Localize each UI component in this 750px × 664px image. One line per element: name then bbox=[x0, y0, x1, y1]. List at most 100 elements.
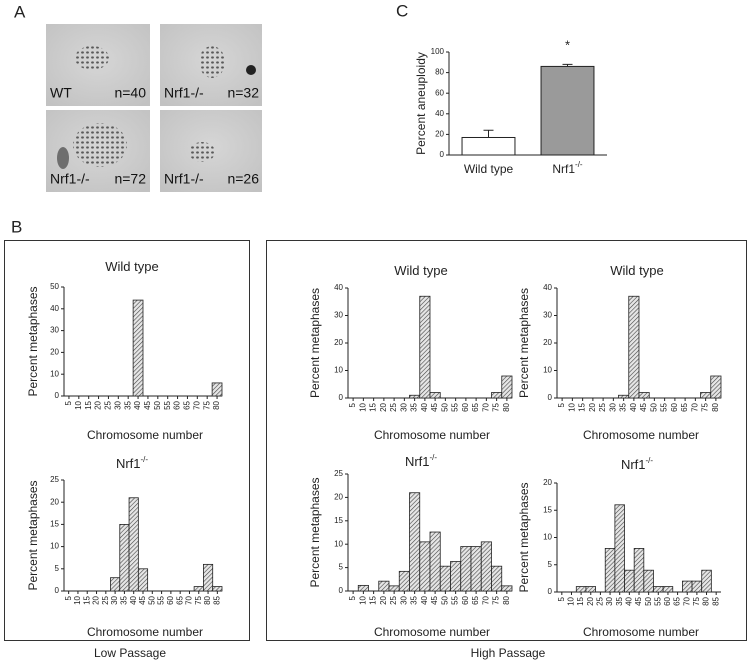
chromosome-spread bbox=[199, 46, 225, 78]
y-tick-label: 40 bbox=[334, 283, 343, 292]
bar bbox=[501, 585, 513, 592]
bar bbox=[691, 580, 703, 593]
panel-frame bbox=[266, 240, 747, 641]
x-tick-label: 50 bbox=[440, 595, 449, 604]
y-tick-label: 40 bbox=[50, 304, 59, 313]
bar bbox=[501, 375, 513, 399]
chart-title-main: Wild type bbox=[610, 263, 663, 278]
bar bbox=[710, 375, 722, 399]
chart-title-main: Nrf1 bbox=[621, 457, 646, 472]
y-axis-label: Percent metaphases bbox=[308, 477, 322, 587]
x-tick-label: 20 bbox=[379, 402, 388, 411]
x-tick-label: 65 bbox=[471, 402, 480, 411]
x-tick-label: 80 bbox=[702, 596, 711, 605]
x-tick-label: 15 bbox=[576, 596, 585, 605]
y-tick-label: 10 bbox=[334, 539, 343, 548]
chart-title: Wild type bbox=[610, 263, 663, 278]
x-tick-label: 60 bbox=[670, 402, 679, 411]
chromosome-spread bbox=[189, 142, 215, 162]
x-tick-label: 55 bbox=[653, 596, 662, 605]
y-tick-label: 60 bbox=[435, 88, 444, 97]
x-tick-label: 80 bbox=[212, 400, 221, 409]
x-tick-label: 75 bbox=[492, 402, 501, 411]
x-tick-label: 20 bbox=[379, 595, 388, 604]
bar bbox=[409, 394, 421, 399]
x-tick-label: 15 bbox=[578, 402, 587, 411]
x-tick-label-superscript: -/- bbox=[575, 160, 583, 169]
nucleus bbox=[57, 147, 69, 169]
x-tick-label: 60 bbox=[663, 596, 672, 605]
x-tick-label: 45 bbox=[639, 402, 648, 411]
y-axis-label: Percent metaphases bbox=[517, 482, 531, 592]
y-tick-label: 0 bbox=[55, 586, 60, 595]
x-tick-label: 15 bbox=[84, 400, 93, 409]
x-tick-label: 45 bbox=[143, 400, 152, 409]
y-tick-label: 30 bbox=[334, 311, 343, 320]
x-tick-label: 5 bbox=[348, 402, 357, 407]
x-tick-label: 50 bbox=[644, 596, 653, 605]
bar bbox=[357, 584, 369, 592]
chart-title: Wild type bbox=[105, 259, 158, 274]
y-tick-label: 20 bbox=[50, 348, 59, 357]
passage-label: High Passage bbox=[471, 646, 546, 660]
x-tick-label: 25 bbox=[598, 402, 607, 411]
passage-label: Low Passage bbox=[94, 646, 166, 660]
x-tick-label: 45 bbox=[430, 402, 439, 411]
x-tick-label: 70 bbox=[192, 400, 201, 409]
bar bbox=[212, 586, 223, 592]
x-tick-label: 35 bbox=[410, 402, 419, 411]
x-tick-label: 75 bbox=[692, 596, 701, 605]
x-tick-label: 80 bbox=[203, 595, 212, 604]
image-count: n=26 bbox=[227, 171, 259, 187]
y-tick-label: 40 bbox=[435, 109, 444, 118]
x-tick-label: 75 bbox=[701, 402, 710, 411]
image-label: Nrf1-/- bbox=[164, 171, 204, 187]
bar bbox=[429, 531, 441, 592]
bar bbox=[419, 541, 431, 592]
y-tick-label: 5 bbox=[55, 564, 60, 573]
x-tick-label-main: Wild type bbox=[464, 162, 514, 176]
x-tick-label: 70 bbox=[690, 402, 699, 411]
bar bbox=[461, 136, 516, 156]
bar bbox=[575, 586, 587, 593]
bar bbox=[491, 565, 503, 592]
x-tick-label: 80 bbox=[711, 402, 720, 411]
bar bbox=[701, 569, 712, 593]
y-axis-label: Percent metaphases bbox=[517, 288, 531, 398]
y-tick-label: 0 bbox=[548, 587, 553, 596]
bar bbox=[653, 586, 664, 593]
x-tick-label: 30 bbox=[110, 595, 119, 604]
chart-title: Wild type bbox=[394, 263, 447, 278]
y-tick-label: 20 bbox=[334, 338, 343, 347]
bar bbox=[662, 586, 674, 593]
chart-title: Nrf1-/- bbox=[405, 453, 437, 469]
bar bbox=[203, 563, 214, 592]
y-tick-label: 25 bbox=[50, 475, 59, 484]
error-bar bbox=[562, 63, 573, 67]
bar bbox=[419, 295, 431, 399]
panel-frame bbox=[4, 240, 250, 641]
bar bbox=[480, 541, 492, 592]
y-tick-label: 0 bbox=[548, 393, 553, 402]
x-tick-label: 65 bbox=[183, 400, 192, 409]
chromosome-spread bbox=[75, 46, 109, 70]
x-tick-label: 40 bbox=[133, 400, 142, 409]
y-tick-label: 40 bbox=[543, 283, 552, 292]
chart-title-main: Wild type bbox=[105, 259, 158, 274]
x-tick-label: 25 bbox=[389, 595, 398, 604]
x-tick-label: Wild type bbox=[464, 162, 514, 176]
x-tick-label: 40 bbox=[420, 595, 429, 604]
y-tick-label: 20 bbox=[334, 493, 343, 502]
x-tick-label: 45 bbox=[634, 596, 643, 605]
bar bbox=[491, 392, 503, 399]
x-tick-label: 35 bbox=[120, 595, 129, 604]
x-tick-label: 65 bbox=[175, 595, 184, 604]
image-label: WT bbox=[50, 85, 72, 101]
y-tick-label: 5 bbox=[339, 563, 344, 572]
y-tick-label: 20 bbox=[543, 338, 552, 347]
chart-title: Nrf1-/- bbox=[116, 455, 148, 471]
x-tick-label: 50 bbox=[147, 595, 156, 604]
image-label: Nrf1-/- bbox=[50, 171, 90, 187]
y-tick-label: 20 bbox=[543, 478, 552, 487]
x-tick-label: 60 bbox=[461, 402, 470, 411]
